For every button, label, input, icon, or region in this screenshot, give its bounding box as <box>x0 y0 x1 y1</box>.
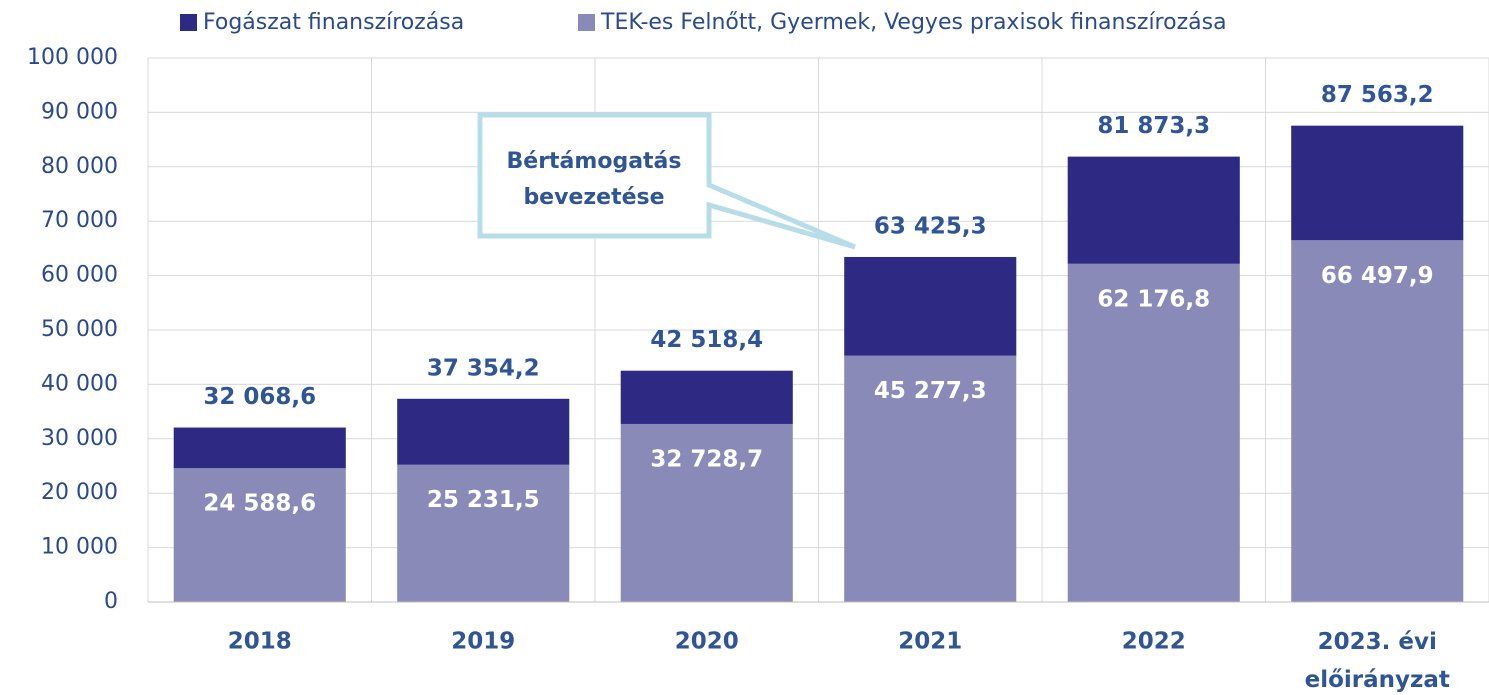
y-tick-label: 0 <box>104 589 118 614</box>
bar-segment <box>173 468 346 602</box>
total-label: 87 563,2 <box>1321 82 1434 108</box>
bar-value-label: 45 277,3 <box>874 378 987 404</box>
y-tick-label: 50 000 <box>41 317 118 342</box>
callout: Bértámogatás bevezetése <box>477 112 856 250</box>
bar-value-label: 32 728,7 <box>650 446 763 472</box>
y-tick-label: 80 000 <box>41 154 118 179</box>
bar-segment <box>397 398 570 465</box>
bar-segment <box>1291 125 1464 241</box>
y-tick-label: 70 000 <box>41 208 118 233</box>
bar-value-label: 25 231,5 <box>427 487 540 513</box>
legend-swatch <box>578 14 595 31</box>
bar-segment <box>620 423 793 602</box>
total-label: 81 873,3 <box>1097 113 1210 139</box>
x-tick-label: 2021 <box>898 629 962 655</box>
legend-label: Fogászat finanszírozása <box>203 10 464 35</box>
x-tick-label: 2022 <box>1122 629 1186 655</box>
bar-value-label: 66 497,9 <box>1321 263 1434 289</box>
y-tick-label: 60 000 <box>41 263 118 288</box>
y-tick-label: 100 000 <box>27 45 118 70</box>
y-tick-label: 30 000 <box>41 426 118 451</box>
y-tick-label: 20 000 <box>41 480 118 505</box>
bar-segment <box>1067 263 1240 602</box>
x-tick-label: 2019 <box>451 629 515 655</box>
bar-segment <box>844 355 1017 602</box>
total-label: 63 425,3 <box>874 213 987 239</box>
annotation: Bértámogatás bevezetése <box>507 149 682 210</box>
total-label: 37 354,2 <box>427 355 540 381</box>
bar-segment <box>620 370 793 424</box>
callout-box <box>477 112 856 250</box>
bar-segment <box>1067 156 1240 264</box>
bar-value-label: 24 588,6 <box>203 491 316 517</box>
bar-segment <box>397 464 570 602</box>
bar-segment <box>844 256 1017 356</box>
legend-swatch <box>180 14 197 31</box>
legend-label: TEK-es Felnőtt, Gyermek, Vegyes praxisok… <box>600 10 1227 35</box>
x-tick-label: 2020 <box>675 629 739 655</box>
y-tick-label: 40 000 <box>41 371 118 396</box>
total-label: 32 068,6 <box>203 384 316 410</box>
bar-segment <box>1291 240 1464 603</box>
total-label: 42 518,4 <box>650 327 763 353</box>
x-tick-label: 2023. évi előirányzat <box>1305 629 1450 693</box>
y-tick-label: 10 000 <box>41 535 118 560</box>
x-tick-label: 2018 <box>228 629 292 655</box>
bar-segment <box>173 427 346 469</box>
bar-value-label: 62 176,8 <box>1097 286 1210 312</box>
y-tick-label: 90 000 <box>41 99 118 124</box>
